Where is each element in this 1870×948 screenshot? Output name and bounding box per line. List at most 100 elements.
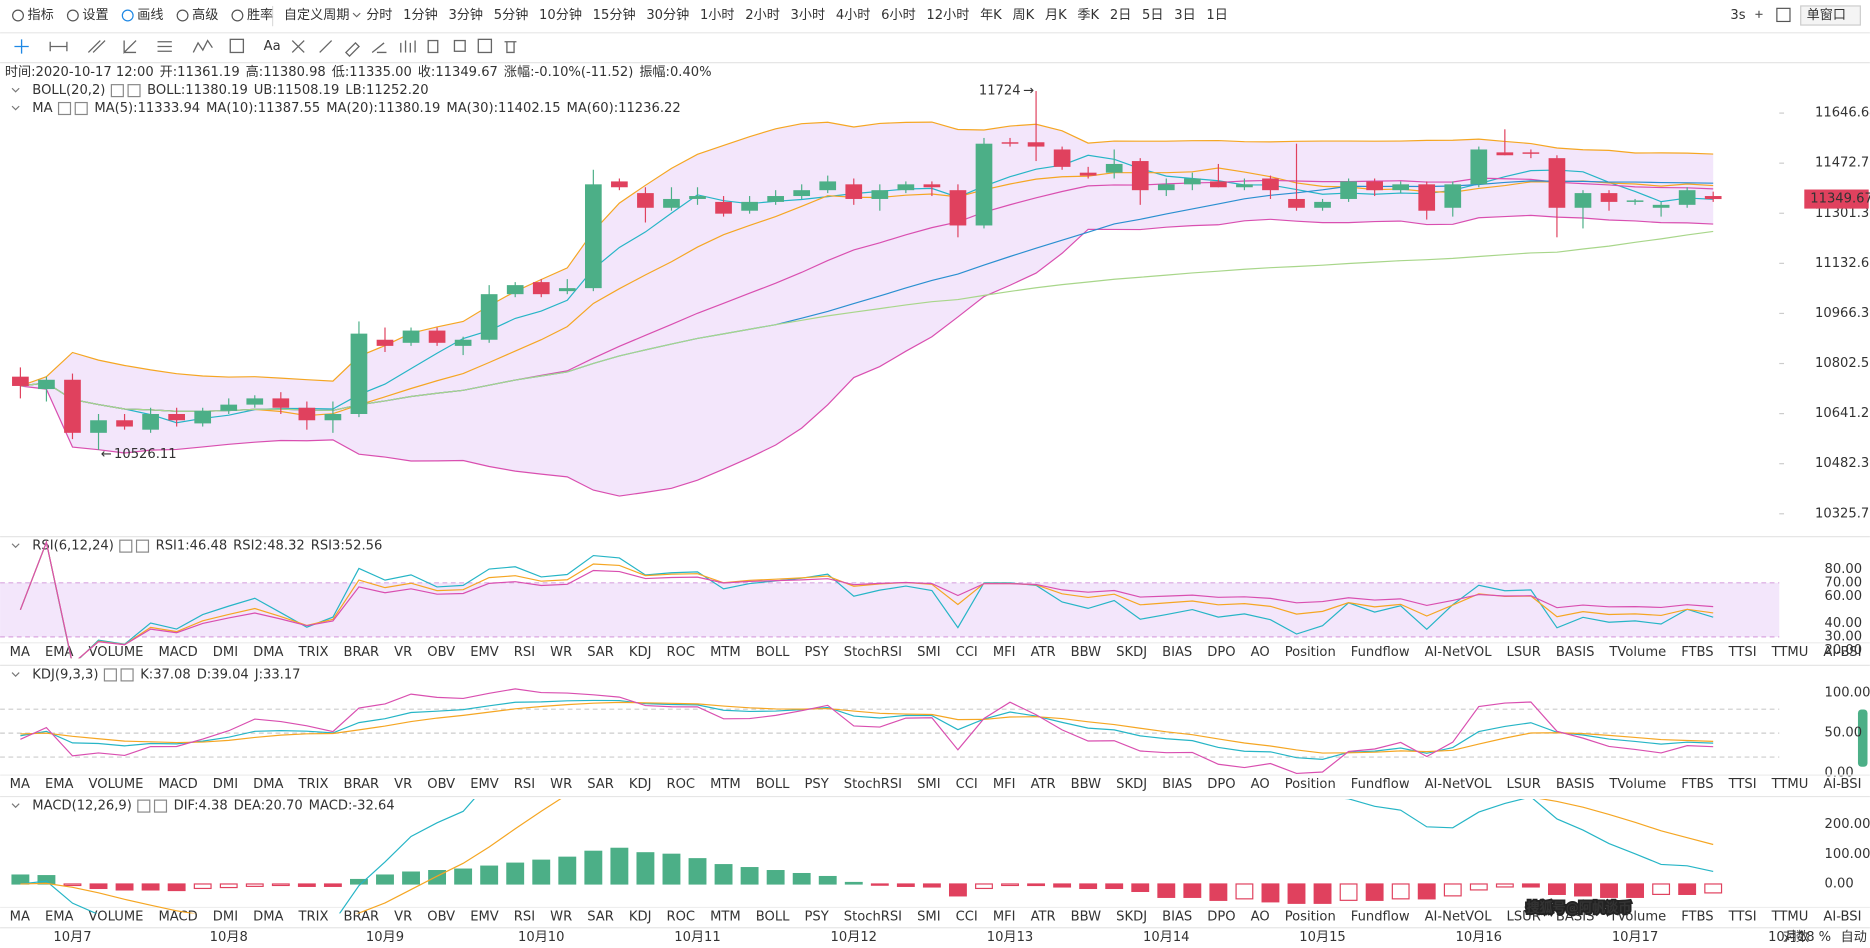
indicator-tab[interactable]: AI-BSI <box>1823 909 1861 924</box>
indicator-tab[interactable]: BBW <box>1071 909 1102 924</box>
close-icon[interactable] <box>120 668 134 682</box>
indicator-tab[interactable]: BRAR <box>344 645 380 660</box>
indicator-tab[interactable]: AI-NetVOL <box>1425 777 1493 792</box>
indicator-tab[interactable]: MA <box>10 909 30 924</box>
indicator-tab[interactable]: TTMU <box>1771 909 1809 924</box>
indicator-tab[interactable]: ATR <box>1031 645 1056 660</box>
indicator-tab[interactable]: RSI <box>514 645 535 660</box>
indicator-tab[interactable]: MACD <box>158 909 197 924</box>
indicator-tab[interactable]: TTMU <box>1771 645 1809 660</box>
indicator-tab[interactable]: SKDJ <box>1116 777 1147 792</box>
indicator-tab[interactable]: TTSI <box>1728 909 1757 924</box>
toolbar-button[interactable]: 胜率 <box>247 6 273 23</box>
indicator-tab[interactable]: DMI <box>213 909 238 924</box>
indicator-tab[interactable]: CCI <box>956 909 978 924</box>
indicator-tab[interactable]: BIAS <box>1162 645 1192 660</box>
indicator-tab[interactable]: DMA <box>253 777 283 792</box>
indicator-tab[interactable]: SAR <box>587 645 614 660</box>
indicator-tab[interactable]: SAR <box>587 909 614 924</box>
indicator-tab[interactable]: TTMU <box>1771 777 1809 792</box>
indicator-tab[interactable]: OBV <box>427 909 455 924</box>
indicator-tab[interactable]: VR <box>394 777 412 792</box>
indicator-tab[interactable]: AI-BSI <box>1823 777 1861 792</box>
indicator-tab[interactable]: DMI <box>213 645 238 660</box>
indicator-tab[interactable]: AI-BSI <box>1823 645 1861 660</box>
indicator-tab[interactable]: TTSI <box>1728 777 1757 792</box>
indicator-tab[interactable]: DPO <box>1207 909 1235 924</box>
indicator-tab[interactable]: EMA <box>45 777 74 792</box>
indicator-tab[interactable]: FTBS <box>1681 909 1713 924</box>
indicator-tab[interactable]: TRIX <box>298 777 329 792</box>
period-button[interactable]: 3小时 <box>791 7 826 23</box>
indicator-tab[interactable]: MACD <box>158 777 197 792</box>
window-mode[interactable]: 单窗口 <box>1807 6 1846 23</box>
indicator-tab[interactable]: StochRSI <box>844 909 902 924</box>
indicator-tab[interactable]: KDJ <box>629 909 652 924</box>
period-dropdown[interactable]: 自定义周期 <box>284 7 350 23</box>
collapse-arrow[interactable] <box>11 87 20 93</box>
indicator-tab[interactable]: MFI <box>993 909 1016 924</box>
settings-icon[interactable] <box>110 84 124 98</box>
indicator-tab[interactable]: TVolume <box>1608 777 1666 792</box>
collapse-arrow[interactable] <box>11 543 20 549</box>
indicator-tab[interactable]: WR <box>550 645 572 660</box>
period-button[interactable]: 30分钟 <box>646 6 689 23</box>
settings-icon[interactable] <box>57 101 72 116</box>
indicator-tab[interactable]: ROC <box>666 909 695 924</box>
toolbar-button[interactable]: 设置 <box>82 7 108 23</box>
indicator-tab[interactable]: DMI <box>213 777 238 792</box>
indicator-tab[interactable]: BIAS <box>1162 777 1192 792</box>
axis-mode[interactable]: 对数 <box>1783 929 1809 945</box>
indicator-tab[interactable]: MACD <box>158 645 197 660</box>
axis-mode[interactable]: 自动 <box>1841 929 1867 945</box>
indicator-tab[interactable]: MTM <box>710 777 741 792</box>
indicator-tab[interactable]: Fundflow <box>1351 777 1410 792</box>
indicator-tab[interactable]: MTM <box>710 645 741 660</box>
header-icons[interactable] <box>1755 5 1861 26</box>
indicator-tab[interactable]: TVolume <box>1608 909 1666 924</box>
indicator-tab[interactable]: SMI <box>917 909 941 924</box>
collapse-arrow[interactable] <box>11 672 20 677</box>
period-button[interactable]: 12小时 <box>926 7 969 23</box>
toolbar-button[interactable]: 高级 <box>192 6 218 23</box>
period-button[interactable]: 2日 <box>1110 8 1131 23</box>
indicator-tab[interactable]: SAR <box>587 777 614 792</box>
indicator-tab[interactable]: MA <box>10 645 30 660</box>
collapse-arrow[interactable] <box>11 803 20 809</box>
indicator-tab[interactable]: VOLUME <box>89 645 144 660</box>
settings-icon[interactable] <box>137 799 151 813</box>
indicator-tab[interactable]: EMV <box>470 909 499 924</box>
period-button[interactable]: 5分钟 <box>494 6 529 23</box>
refresh-interval[interactable]: 3s <box>1730 8 1745 23</box>
indicator-tab[interactable]: DPO <box>1207 645 1235 660</box>
period-button[interactable]: 季K <box>1077 7 1099 23</box>
indicator-tab[interactable]: CCI <box>956 777 978 792</box>
indicator-tab[interactable]: AO <box>1251 909 1270 924</box>
period-button[interactable]: 4小时 <box>836 7 871 23</box>
indicator-tab[interactable]: Position <box>1285 777 1336 792</box>
period-button[interactable]: 1分钟 <box>403 6 438 23</box>
settings-icon[interactable] <box>103 668 117 682</box>
indicator-tab[interactable]: PSY <box>804 909 829 924</box>
toolbar-button[interactable]: 画线 <box>137 7 163 23</box>
indicator-tab[interactable]: LSUR <box>1507 909 1541 924</box>
indicator-tab[interactable]: BOLL <box>756 645 790 660</box>
indicator-tab[interactable]: SMI <box>917 777 941 792</box>
indicator-tab[interactable]: EMV <box>470 645 499 660</box>
indicator-tab[interactable]: DMA <box>253 909 283 924</box>
period-button[interactable]: 分时 <box>366 7 392 23</box>
close-icon[interactable] <box>127 84 141 98</box>
indicator-tab[interactable]: VOLUME <box>89 777 144 792</box>
indicator-tab[interactable]: EMV <box>470 777 499 792</box>
close-icon[interactable] <box>153 799 168 813</box>
indicator-tab[interactable]: WR <box>550 777 572 792</box>
indicator-tab[interactable]: OBV <box>427 645 455 660</box>
indicator-tab[interactable]: Position <box>1285 645 1336 660</box>
indicator-tab[interactable]: VR <box>394 909 412 924</box>
period-button[interactable]: 月K <box>1045 8 1067 23</box>
indicator-tab[interactable]: TTSI <box>1728 645 1757 660</box>
indicator-tab[interactable]: RSI <box>514 909 535 924</box>
indicator-tab[interactable]: MFI <box>993 645 1016 660</box>
period-button[interactable]: 15分钟 <box>593 6 636 23</box>
indicator-tab[interactable]: FTBS <box>1681 777 1713 792</box>
